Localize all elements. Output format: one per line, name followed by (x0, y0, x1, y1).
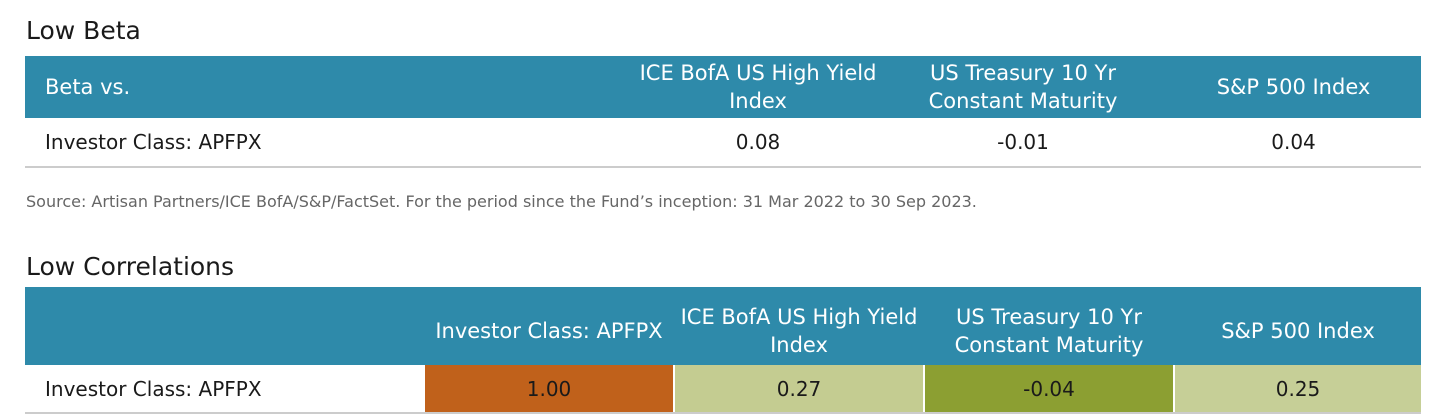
row-label: Investor Class: APFPX (45, 130, 262, 154)
column-header: ICE BofA US High Yield Index (680, 305, 918, 357)
section-title: Low Correlations (26, 252, 235, 281)
header-bar (25, 287, 1421, 365)
table-cell: 0.25 (1175, 365, 1421, 412)
column-header: Beta vs. (45, 75, 131, 99)
column-header: US Treasury 10 Yr Constant Maturity (954, 305, 1144, 357)
table-cell: -0.01 (997, 130, 1049, 154)
row-label: Investor Class: APFPX (45, 376, 262, 401)
table-cell: 1.00 (425, 365, 673, 412)
table-cell: 0.27 (675, 365, 923, 412)
row-border (25, 412, 1421, 414)
section-title: Low Beta (26, 16, 141, 45)
column-header: Investor Class: APFPX (435, 319, 663, 343)
table-cell: -0.04 (925, 365, 1173, 412)
table-cell: 0.04 (1271, 130, 1316, 154)
source-note: Source: Artisan Partners/ICE BofA/S&P/Fa… (26, 192, 977, 211)
column-header: US Treasury 10 Yr Constant Maturity (928, 61, 1118, 113)
column-header: ICE BofA US High Yield Index (639, 61, 877, 113)
table-cell: 0.08 (735, 130, 781, 154)
column-header: S&P 500 Index (1221, 319, 1375, 343)
column-header: S&P 500 Index (1216, 75, 1371, 99)
row-border (25, 166, 1421, 168)
header-bar (25, 56, 1421, 118)
